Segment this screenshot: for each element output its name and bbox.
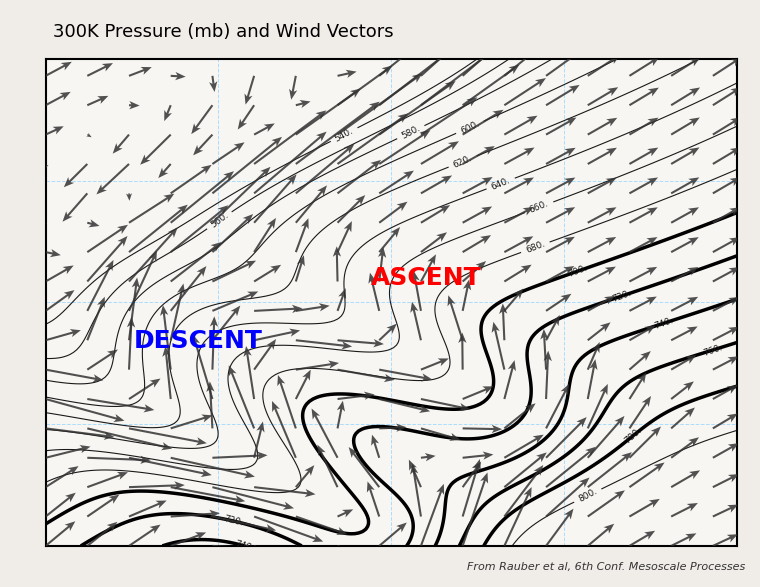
Text: 620.: 620.: [451, 153, 473, 170]
Text: 700.: 700.: [566, 264, 588, 279]
Text: 720.: 720.: [223, 514, 244, 528]
Text: 720.: 720.: [610, 288, 632, 304]
Text: 580.: 580.: [400, 123, 422, 141]
Text: 780.: 780.: [622, 426, 644, 446]
Text: ASCENT: ASCENT: [371, 266, 481, 290]
Text: DESCENT: DESCENT: [133, 329, 262, 353]
Text: 560.: 560.: [209, 211, 230, 230]
Text: 800.: 800.: [577, 487, 599, 504]
Text: 600.: 600.: [459, 119, 481, 136]
Text: 640.: 640.: [489, 176, 511, 191]
Text: 740.: 740.: [233, 539, 255, 553]
Text: 680.: 680.: [524, 239, 546, 255]
Text: 660.: 660.: [528, 200, 550, 215]
Text: 740.: 740.: [654, 316, 675, 330]
Text: 760.: 760.: [702, 343, 724, 357]
Text: 300K Pressure (mb) and Wind Vectors: 300K Pressure (mb) and Wind Vectors: [53, 23, 394, 42]
Text: 540.: 540.: [333, 126, 355, 143]
Text: From Rauber et al, 6th Conf. Mesoscale Processes: From Rauber et al, 6th Conf. Mesoscale P…: [467, 562, 745, 572]
